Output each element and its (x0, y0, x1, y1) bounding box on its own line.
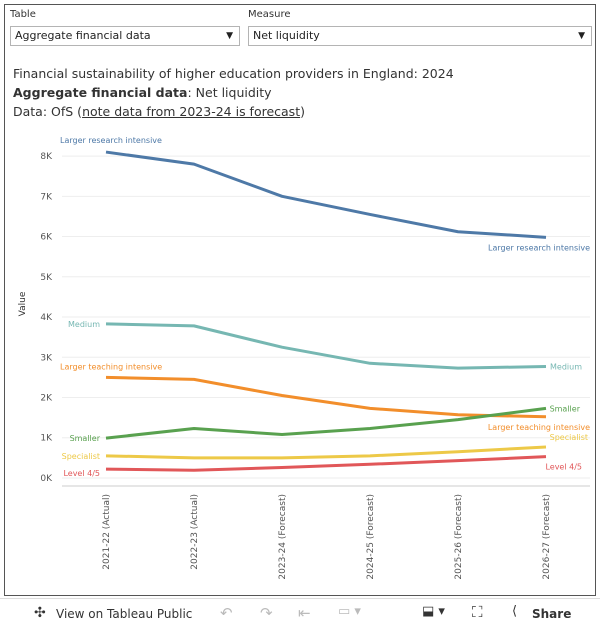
y-axis-title: Value (18, 291, 28, 316)
y-tick-label: 5K (40, 273, 53, 283)
series-end-label: Specialist (550, 433, 588, 442)
series-line (105, 375, 547, 419)
subtitle-rest: : Net liquidity (187, 85, 272, 100)
table-value: Aggregate financial data (15, 29, 151, 42)
series-line (105, 150, 547, 239)
redo[interactable]: ↷ (260, 604, 273, 622)
source-link[interactable]: note data from 2023-24 is forecast (82, 104, 301, 119)
y-tick-label: 1K (40, 434, 53, 444)
y-tick-label: 6K (40, 233, 53, 243)
source-suffix: ) (300, 104, 305, 119)
share-icon: ⟨ (512, 604, 518, 619)
toolbar: ✣ View on Tableau Public ↶ ↷ ⇤ ▭ ▾ ⬓ ▾ ⛶… (0, 598, 600, 628)
share[interactable]: Share (532, 607, 572, 621)
source: Data: OfS (note data from 2023-24 is for… (13, 102, 454, 121)
series-start-label: Level 4/5 (63, 469, 100, 478)
x-tick-label: 2022-23 (Actual) (190, 494, 200, 570)
series-line (105, 322, 547, 370)
x-tick-label: 2026-27 (Forecast) (542, 494, 552, 580)
view-frame (4, 4, 596, 596)
titles: Financial sustainability of higher educa… (13, 64, 454, 121)
measure-dropdown[interactable]: Net liquidity ▼ (248, 26, 592, 46)
series-start-label: Larger teaching intensive (60, 362, 162, 371)
x-tick-label: 2024-25 (Forecast) (366, 494, 376, 580)
series-end-label: Larger research intensive (488, 243, 590, 252)
series-start-label: Larger research intensive (60, 136, 162, 145)
pause[interactable]: ▭ ▾ (338, 604, 361, 619)
y-tick-label: 3K (40, 353, 53, 363)
x-tick-label: 2023-24 (Forecast) (278, 494, 288, 580)
y-tick-label: 2K (40, 393, 53, 403)
series-start-label: Medium (68, 320, 100, 329)
undo[interactable]: ↶ (220, 604, 233, 622)
table-dropdown[interactable]: Aggregate financial data ▼ (10, 26, 240, 46)
series-line (105, 455, 547, 472)
measure-value: Net liquidity (253, 29, 320, 42)
tableau-icon: ✣ (34, 605, 46, 621)
source-prefix: Data: OfS ( (13, 104, 83, 119)
view-on-tableau[interactable]: View on Tableau Public (56, 607, 193, 621)
table-label: Table (10, 9, 36, 20)
y-tick-label: 4K (40, 313, 53, 323)
y-tick-label: 7K (40, 192, 53, 202)
series-start-label: Specialist (62, 452, 100, 461)
series-end-label: Medium (550, 363, 582, 372)
subtitle-bold: Aggregate financial data (13, 85, 188, 100)
chart-title: Financial sustainability of higher educa… (13, 66, 454, 81)
series-line (105, 445, 547, 460)
series-end-label: Level 4/5 (545, 463, 582, 472)
download[interactable]: ⬓ ▾ (422, 604, 445, 619)
y-tick-label: 0K (40, 474, 53, 484)
measure-label: Measure (248, 9, 291, 20)
series-start-label: Smaller (70, 434, 101, 443)
fullscreen[interactable]: ⛶ (472, 603, 483, 621)
series-end-label: Larger teaching intensive (488, 423, 590, 432)
series-line (105, 406, 547, 440)
y-tick-label: 8K (40, 152, 53, 162)
x-tick-label: 2021-22 (Actual) (102, 494, 112, 570)
subtitle: Aggregate financial data: Net liquidity (13, 83, 454, 102)
x-tick-label: 2025-26 (Forecast) (454, 494, 464, 580)
series-end-label: Smaller (550, 404, 581, 413)
chart: Value 0K 1K 2K 3K 4K 5K 6K 7K 8K 2021-22 (Actual)… (18, 136, 590, 580)
revert[interactable]: ⇤ (298, 604, 311, 622)
